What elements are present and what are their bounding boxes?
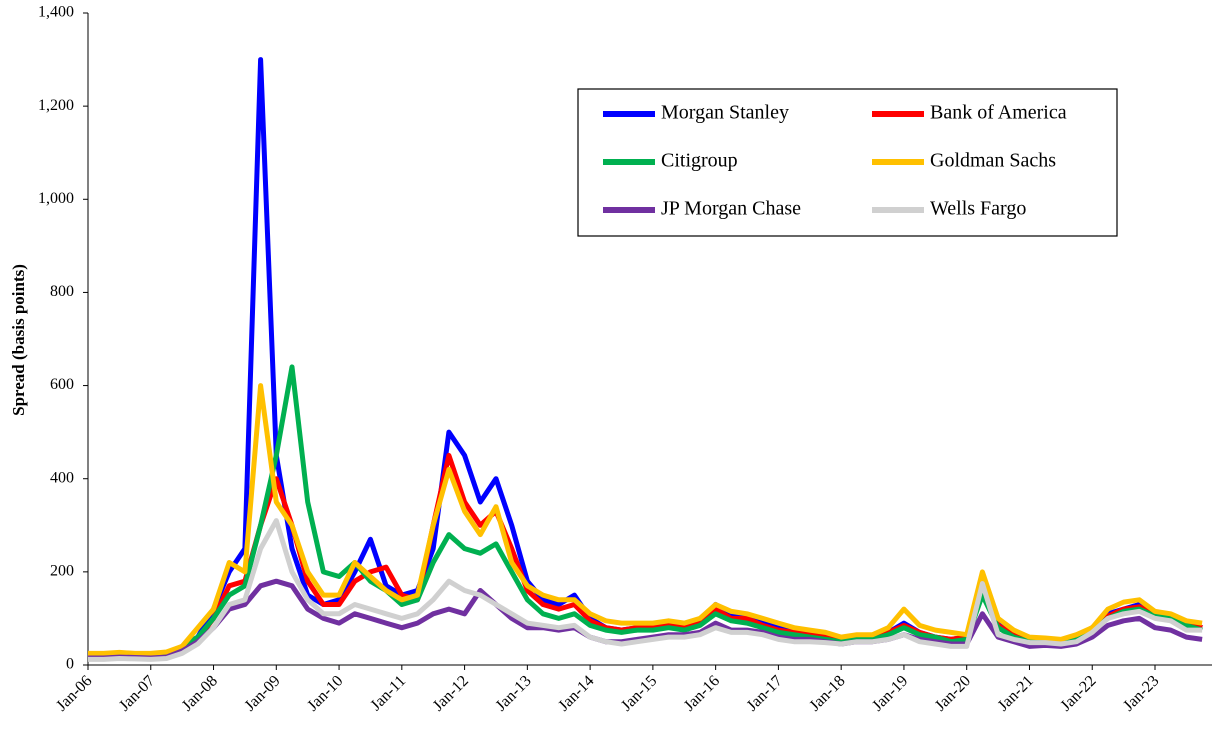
x-tick-label: Jan-16	[681, 672, 723, 714]
series-line	[88, 518, 1203, 662]
x-tick-label: Jan-18	[806, 672, 848, 714]
x-tick-label: Jan-13	[493, 672, 535, 714]
x-tick-label: Jan-11	[367, 672, 409, 714]
series-line	[88, 364, 1203, 660]
legend-label: Bank of America	[930, 102, 1067, 124]
x-tick-label: Jan-19	[869, 672, 911, 714]
legend-label: Wells Fargo	[930, 198, 1026, 220]
x-tick-label: Jan-22	[1057, 672, 1099, 714]
y-tick-label: 600	[50, 376, 74, 393]
y-tick-label: 1,200	[38, 97, 74, 114]
x-tick-label: Jan-17	[744, 672, 786, 714]
x-tick-label: Jan-21	[995, 672, 1037, 714]
y-tick-label: 1,400	[38, 4, 74, 21]
x-tick-label: Jan-06	[53, 672, 95, 714]
y-tick-label: 0	[66, 656, 74, 673]
x-tick-label: Jan-10	[304, 672, 346, 714]
legend-label: Goldman Sachs	[930, 150, 1056, 172]
y-tick-label: 800	[50, 283, 74, 300]
x-tick-label: Jan-20	[932, 672, 974, 714]
x-tick-label: Jan-23	[1120, 672, 1162, 714]
x-tick-label: Jan-08	[179, 672, 221, 714]
y-tick-label: 400	[50, 469, 74, 486]
x-tick-label: Jan-14	[555, 672, 597, 714]
y-axis-label: Spread (basis points)	[9, 264, 28, 416]
x-tick-label: Jan-09	[242, 672, 284, 714]
series-line	[88, 578, 1203, 661]
legend-box	[577, 88, 1118, 237]
y-tick-label: 200	[50, 563, 74, 580]
x-tick-label: Jan-15	[618, 672, 660, 714]
x-tick-label: Jan-07	[116, 672, 158, 714]
x-tick-label: Jan-12	[430, 672, 472, 714]
series-line	[88, 383, 1203, 656]
legend-label: JP Morgan Chase	[661, 198, 801, 220]
legend-label: Citigroup	[661, 150, 738, 172]
legend-label: Morgan Stanley	[661, 102, 789, 124]
y-tick-label: 1,000	[38, 190, 74, 207]
